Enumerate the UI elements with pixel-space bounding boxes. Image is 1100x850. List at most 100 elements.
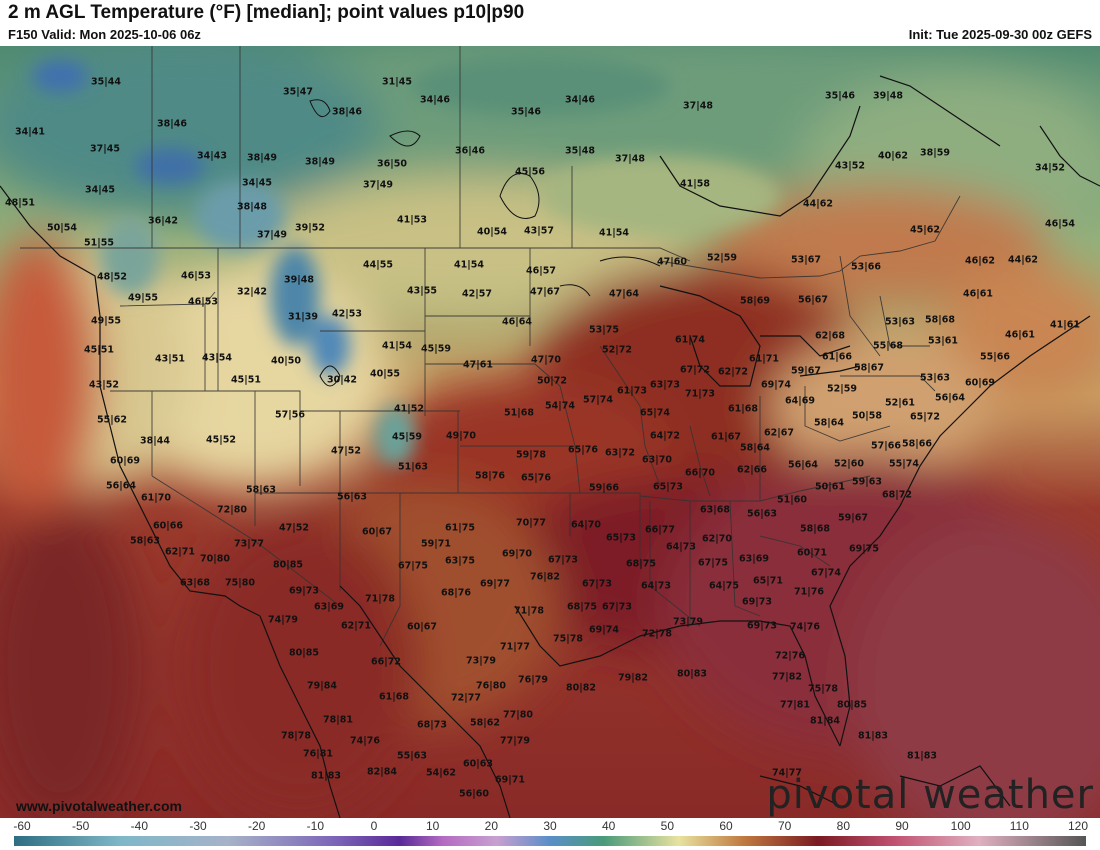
color-scale-tick: -40 xyxy=(130,819,148,833)
point-value: 65|73 xyxy=(606,532,636,544)
point-value: 45|62 xyxy=(910,224,940,236)
point-value: 55|74 xyxy=(889,458,919,470)
init-time: Init: Tue 2025-09-30 00z GEFS xyxy=(908,27,1092,42)
point-value: 62|67 xyxy=(764,427,794,439)
point-value: 63|70 xyxy=(642,454,672,466)
point-value: 42|57 xyxy=(462,288,492,300)
point-value: 35|48 xyxy=(565,145,595,157)
point-value: 65|72 xyxy=(910,411,940,423)
point-value: 73|79 xyxy=(466,655,496,667)
point-value: 39|52 xyxy=(295,222,325,234)
point-value: 43|57 xyxy=(524,225,554,237)
point-value: 63|69 xyxy=(739,553,769,565)
point-value: 80|82 xyxy=(566,682,596,694)
color-scale-tick: -10 xyxy=(306,819,324,833)
point-value: 74|77 xyxy=(772,767,802,779)
point-value: 65|71 xyxy=(753,575,783,587)
point-value: 49|55 xyxy=(128,292,158,304)
point-value: 68|75 xyxy=(626,558,656,570)
point-value: 40|50 xyxy=(271,355,301,367)
point-value: 64|75 xyxy=(709,580,739,592)
temperature-map[interactable]: 35|44 35|47 31|45 34|46 38|46 35|46 34|46 37|48… xyxy=(0,46,1100,818)
point-value: 57|56 xyxy=(275,409,305,421)
point-value: 75|78 xyxy=(553,633,583,645)
point-value: 59|71 xyxy=(421,538,451,550)
color-scale-tick: 50 xyxy=(660,819,675,833)
point-value: 47|60 xyxy=(657,256,687,268)
point-value: 50|54 xyxy=(47,222,77,234)
point-value: 37|45 xyxy=(90,143,120,155)
point-value: 54|62 xyxy=(426,767,456,779)
point-value: 76|81 xyxy=(303,748,333,760)
point-value: 58|67 xyxy=(854,362,884,374)
color-scale-bar xyxy=(14,836,1086,846)
point-value: 41|52 xyxy=(394,403,424,415)
map-header: 2 m AGL Temperature (°F) [median]; point… xyxy=(0,0,1100,46)
point-value: 47|52 xyxy=(279,522,309,534)
point-value: 47|64 xyxy=(609,288,639,300)
point-value: 70|77 xyxy=(516,517,546,529)
point-value: 46|61 xyxy=(1005,329,1035,341)
point-value: 81|83 xyxy=(907,750,937,762)
point-value: 81|83 xyxy=(858,730,888,742)
point-value: 36|50 xyxy=(377,158,407,170)
point-value: 61|71 xyxy=(749,353,779,365)
color-scale-tick: 110 xyxy=(1009,819,1029,833)
point-values-layer: 35|44 35|47 31|45 34|46 38|46 35|46 34|46 37|48… xyxy=(0,46,1100,818)
point-value: 65|76 xyxy=(568,444,598,456)
point-value: 55|62 xyxy=(97,414,127,426)
point-value: 46|53 xyxy=(181,270,211,282)
point-value: 36|46 xyxy=(455,145,485,157)
point-value: 43|55 xyxy=(407,285,437,297)
point-value: 34|46 xyxy=(420,94,450,106)
point-value: 63|68 xyxy=(180,577,210,589)
point-value: 69|75 xyxy=(849,543,879,555)
point-value: 58|68 xyxy=(925,314,955,326)
point-value: 43|52 xyxy=(89,379,119,391)
point-value: 49|70 xyxy=(446,430,476,442)
point-value: 77|82 xyxy=(772,671,802,683)
point-value: 39|48 xyxy=(873,90,903,102)
color-scale: -60 -50 -40 -30 -20 -10 0 10 20 30 40 50 60 70 80 90 100… xyxy=(0,818,1100,850)
point-value: 61|66 xyxy=(822,351,852,363)
point-value: 77|80 xyxy=(503,709,533,721)
point-value: 61|74 xyxy=(675,334,705,346)
temperature-field xyxy=(0,46,1100,818)
point-value: 62|72 xyxy=(718,366,748,378)
point-value: 44|55 xyxy=(363,259,393,271)
point-value: 38|46 xyxy=(157,118,187,130)
point-value: 62|66 xyxy=(737,464,767,476)
point-value: 45|59 xyxy=(421,343,451,355)
point-value: 80|85 xyxy=(837,699,867,711)
point-value: 77|81 xyxy=(780,699,810,711)
point-value: 57|66 xyxy=(871,440,901,452)
point-value: 54|74 xyxy=(545,400,575,412)
point-value: 50|58 xyxy=(852,410,882,422)
point-value: 42|53 xyxy=(332,308,362,320)
point-value: 71|78 xyxy=(514,605,544,617)
point-value: 52|60 xyxy=(834,458,864,470)
point-value: 69|73 xyxy=(742,596,772,608)
point-value: 43|52 xyxy=(835,160,865,172)
point-value: 44|62 xyxy=(803,198,833,210)
point-value: 34|41 xyxy=(15,126,45,138)
point-value: 64|73 xyxy=(666,541,696,553)
point-value: 47|52 xyxy=(331,445,361,457)
point-value: 45|52 xyxy=(206,434,236,446)
point-value: 80|85 xyxy=(289,647,319,659)
point-value: 77|79 xyxy=(500,735,530,747)
color-scale-tick: 60 xyxy=(719,819,733,833)
point-value: 58|76 xyxy=(475,470,505,482)
point-value: 40|62 xyxy=(878,150,908,162)
color-scale-tick: 0 xyxy=(370,819,378,833)
point-value: 67|73 xyxy=(582,578,612,590)
point-value: 37|49 xyxy=(363,179,393,191)
point-value: 74|79 xyxy=(268,614,298,626)
point-value: 58|62 xyxy=(470,717,500,729)
point-value: 59|67 xyxy=(838,512,868,524)
point-value: 67|73 xyxy=(548,554,578,566)
point-value: 68|76 xyxy=(441,587,471,599)
point-value: 76|82 xyxy=(530,571,560,583)
point-value: 56|60 xyxy=(459,788,489,800)
point-value: 65|74 xyxy=(640,407,670,419)
